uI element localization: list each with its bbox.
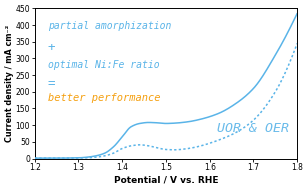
Text: =: = xyxy=(48,77,55,90)
Text: optimal Ni:Fe ratio: optimal Ni:Fe ratio xyxy=(48,60,160,70)
Text: +: + xyxy=(48,41,55,54)
X-axis label: Potential / V vs. RHE: Potential / V vs. RHE xyxy=(114,175,218,184)
Text: better performance: better performance xyxy=(48,93,160,103)
Text: partial amorphization: partial amorphization xyxy=(48,21,171,31)
Text: UOR & OER: UOR & OER xyxy=(217,122,289,135)
Y-axis label: Current density / mA cm⁻²: Current density / mA cm⁻² xyxy=(5,25,14,142)
